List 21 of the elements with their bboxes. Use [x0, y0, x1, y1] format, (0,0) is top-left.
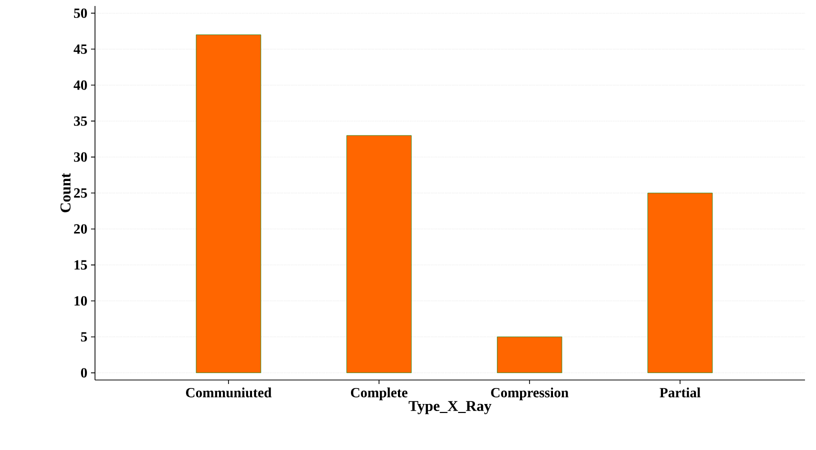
- y-tick-label: 5: [81, 332, 87, 342]
- y-tick-label: 25: [74, 188, 87, 198]
- y-tick-label: 35: [74, 116, 87, 126]
- y-tick-label: 10: [74, 296, 87, 306]
- x-tick-label: Complete: [350, 388, 408, 400]
- x-tick-label: Communiuted: [186, 388, 272, 398]
- y-tick-label: 15: [74, 260, 87, 270]
- bar: [648, 192, 713, 374]
- y-axis-title: Count: [60, 173, 71, 212]
- y-tick-label: 50: [74, 8, 87, 18]
- y-tick-label: 20: [74, 224, 87, 234]
- x-tick-label: Partial: [660, 388, 700, 398]
- bar: [196, 34, 262, 374]
- y-tick-label: 45: [74, 44, 87, 54]
- y-tick-label: 40: [74, 80, 87, 90]
- y-tick-label: 30: [74, 152, 87, 162]
- x-tick-label: Compression: [491, 388, 568, 400]
- bar: [346, 135, 412, 374]
- y-tick-label: 0: [81, 368, 87, 378]
- bar: [496, 336, 562, 374]
- x-axis-title: Type_X_Ray: [408, 401, 492, 414]
